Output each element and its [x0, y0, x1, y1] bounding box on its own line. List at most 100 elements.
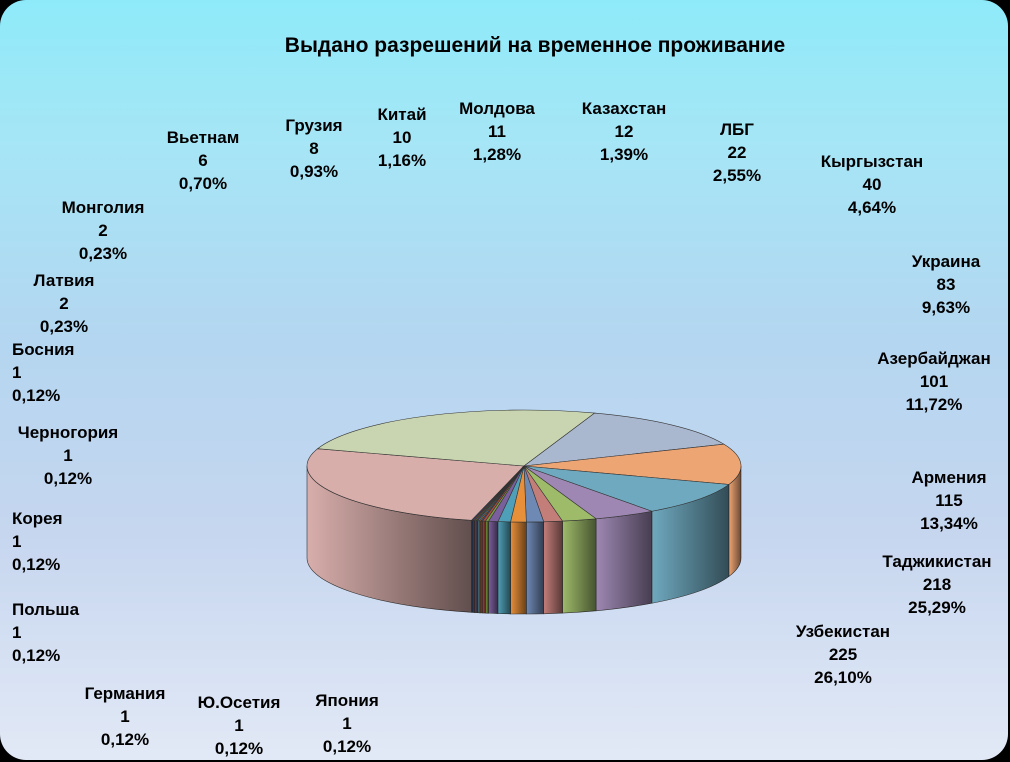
- slice-label-value: 1: [12, 363, 22, 382]
- slice-label: Кыргызстан 40 4,64%: [782, 150, 962, 219]
- slice-label-value: 1: [120, 707, 130, 726]
- slice-label-percent: 0,12%: [100, 730, 150, 749]
- slice-label-value: 40: [862, 175, 882, 194]
- slice-label-value: 12: [614, 122, 634, 141]
- pie-slice-side-shade: [526, 521, 544, 614]
- slice-label-value: 225: [828, 645, 858, 664]
- slice-label-percent: 0,23%: [78, 244, 128, 263]
- pie-slice: [522, 412, 725, 467]
- slice-label-percent: 9,63%: [921, 298, 971, 317]
- slice-label: Молдова 11 1,28%: [407, 97, 587, 166]
- slice-label-value: 83: [936, 275, 956, 294]
- slice-label: Япония 1 0,12%: [257, 689, 437, 758]
- slice-label-value: 1: [234, 716, 244, 735]
- pie-slice-side-shade: [562, 518, 597, 614]
- slice-label-name: Казахстан: [581, 99, 667, 118]
- slice-label-value: 2: [98, 221, 108, 240]
- slice-label-name: Азербайджан: [877, 349, 991, 368]
- slice-label: Казахстан 12 1,39%: [534, 97, 714, 166]
- slice-label-percent: 0,70%: [178, 174, 228, 193]
- slice-label: Украина 83 9,63%: [856, 250, 1008, 319]
- slice-label-value: 6: [198, 151, 208, 170]
- slice-label-name: Ю.Осетия: [197, 693, 281, 712]
- slice-label-name: Монголия: [61, 198, 145, 217]
- slice-label-name: ЛБГ: [720, 120, 754, 139]
- slice-label-name: Грузия: [285, 116, 343, 135]
- slice-label-value: 1: [12, 532, 22, 551]
- slice-label-name: Вьетнам: [166, 128, 240, 147]
- slice-label-percent: 0,12%: [12, 386, 61, 405]
- slice-label-value: 2: [59, 294, 69, 313]
- slice-label-value: 1: [12, 623, 22, 642]
- slice-label-value: 22: [727, 143, 747, 162]
- slice-label-value: 8: [309, 139, 319, 158]
- slice-label-value: 11: [488, 122, 506, 141]
- pie-slice-side-shade: [497, 521, 511, 614]
- pie-slice-side-shade: [543, 521, 563, 614]
- slice-label: Узбекистан 225 26,10%: [753, 620, 933, 689]
- slice-label-name: Узбекистан: [795, 622, 891, 641]
- slice-label-percent: 0,23%: [39, 317, 89, 336]
- pie-slice-side-shade: [485, 521, 489, 614]
- slice-label-name: Таджикистан: [882, 552, 992, 571]
- slice-label-name: Китай: [377, 105, 427, 124]
- slice-label-percent: 2,55%: [712, 166, 762, 185]
- pie-slice-side-shade: [307, 466, 472, 613]
- slice-label: Черногория 1 0,12%: [0, 421, 158, 490]
- pie-slice-side-shade: [596, 511, 652, 611]
- slice-label: Корея 1 0,12%: [12, 507, 63, 576]
- slice-label: Босния 1 0,12%: [12, 338, 74, 407]
- slice-label-percent: 0,12%: [12, 646, 61, 665]
- slice-label-name: Армения: [911, 468, 987, 487]
- slice-label-value: 101: [919, 372, 949, 391]
- pie-slice-side-shade: [728, 466, 741, 577]
- pie-slice-side-shade: [471, 520, 474, 613]
- pie-slice-side-shade: [473, 520, 475, 613]
- slice-label: Грузия 8 0,93%: [224, 114, 404, 183]
- slice-label-value: 218: [922, 575, 952, 594]
- slice-label-name: Босния: [12, 340, 75, 359]
- slice-label-value: 10: [392, 128, 412, 147]
- slice-label: Армения 115 13,34%: [859, 466, 1008, 535]
- slice-label-percent: 1,16%: [377, 151, 427, 170]
- pie-slice-side-shade: [477, 520, 480, 613]
- slice-label-percent: 4,64%: [847, 198, 897, 217]
- pie-slice-side-shade: [479, 520, 481, 613]
- pie-slice-side-shade: [474, 520, 477, 613]
- slice-label-name: Япония: [315, 691, 379, 710]
- slice-label-percent: 0,12%: [214, 739, 264, 758]
- slice-label-percent: 1,28%: [472, 145, 522, 164]
- slice-label: Монголия 2 0,23%: [13, 196, 193, 265]
- slice-label-percent: 25,29%: [908, 598, 966, 617]
- slice-label-percent: 0,12%: [43, 469, 93, 488]
- slice-label-name: Украина: [911, 252, 981, 271]
- pie-slice: [523, 443, 742, 485]
- slice-label-percent: 11,72%: [905, 395, 963, 414]
- slice-label-name: Кыргызстан: [820, 152, 924, 171]
- chart-title: Выдано разрешений на временное проживани…: [284, 34, 786, 57]
- slice-label: Китай 10 1,16%: [312, 103, 492, 172]
- slice-label: Польша 1 0,12%: [12, 598, 79, 667]
- pie-slice-side-shade: [488, 521, 498, 614]
- slice-label-name: Молдова: [459, 99, 535, 118]
- slice-label: Германия 1 0,12%: [35, 682, 215, 751]
- slice-label-name: Корея: [12, 509, 63, 528]
- pie-slice: [470, 465, 525, 521]
- slice-label-percent: 1,39%: [599, 145, 649, 164]
- pie-slice: [306, 448, 525, 521]
- slice-label-name: Польша: [12, 600, 80, 619]
- slice-label-percent: 13,34%: [920, 514, 978, 533]
- slice-label: ЛБГ 22 2,55%: [647, 118, 827, 187]
- slice-label: Латвия 2 0,23%: [0, 269, 154, 338]
- slice-label: Азербайджан 101 11,72%: [844, 347, 1008, 416]
- slice-label-percent: 0,12%: [322, 737, 372, 756]
- pie-slice-side-shade: [476, 520, 478, 613]
- pie-slice: [316, 409, 596, 467]
- pie-slice-side-shade: [482, 520, 486, 614]
- slice-label: Ю.Осетия 1 0,12%: [149, 691, 329, 760]
- slice-label-percent: 26,10%: [814, 668, 872, 687]
- slice-label-value: 1: [342, 714, 352, 733]
- slice-label-percent: 0,12%: [12, 555, 61, 574]
- pie-slice-side-shade: [480, 520, 483, 613]
